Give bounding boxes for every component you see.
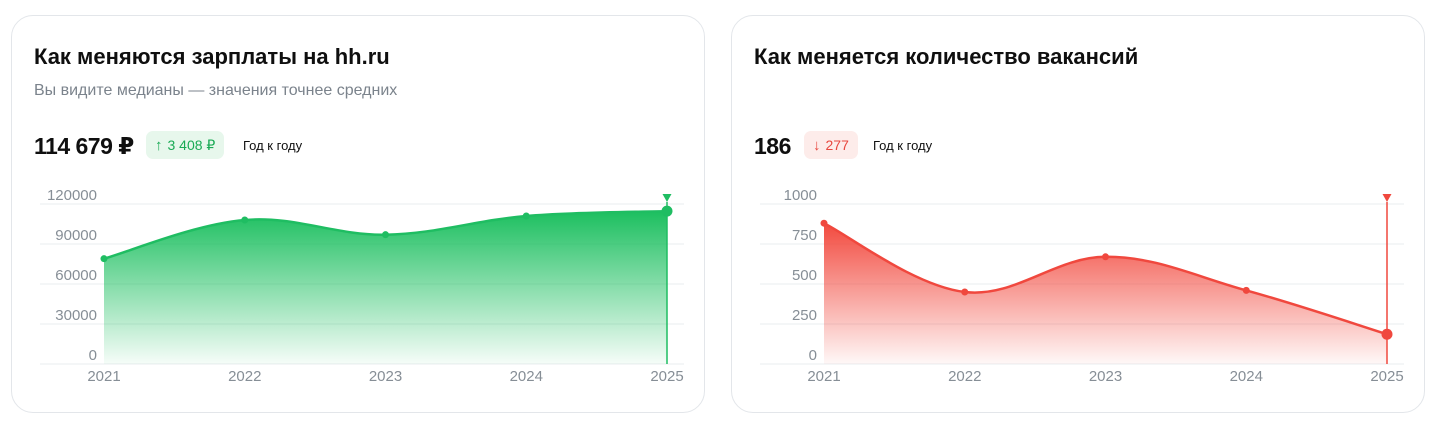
vacancies-area: [824, 223, 1387, 364]
data-point: [382, 231, 389, 239]
vacancies-x-ticks: 2021 2022 2023 2024 2025: [807, 368, 1403, 385]
vacancies-highlight-marker: [1382, 194, 1392, 202]
arrow-up-icon: ↑: [155, 136, 163, 154]
salary-period: Год к году: [243, 138, 303, 153]
vacancies-change-value: 277: [825, 137, 849, 153]
salary-subtitle: Вы видите медианы — значения точнее сред…: [34, 82, 398, 99]
y-tick-label: 120000: [47, 187, 97, 204]
vacancies-points: [820, 219, 1393, 340]
x-tick-label: 2025: [1370, 368, 1403, 385]
y-tick-label: 60000: [55, 267, 97, 284]
x-tick-label: 2024: [1230, 368, 1263, 385]
vacancies-chart: 0 250 500 750 1000 2021 2022 2023 2024 2025: [760, 187, 1404, 385]
salary-card: Как меняются зарплаты на hh.ru Вы видите…: [11, 15, 705, 413]
data-point: [1242, 286, 1250, 294]
y-tick-label: 750: [792, 227, 817, 244]
x-tick-label: 2022: [948, 368, 981, 385]
x-tick-label: 2023: [369, 368, 402, 385]
salary-change-value: 3 408 ₽: [167, 136, 216, 153]
salary-area: [104, 211, 667, 364]
data-point: [100, 255, 108, 263]
vacancies-period: Год к году: [873, 138, 933, 153]
data-point: [961, 288, 969, 296]
salary-y-ticks: 0 30000 60000 90000 120000: [47, 187, 97, 364]
data-point: [820, 219, 828, 227]
y-tick-label: 1000: [784, 187, 817, 204]
data-point: [1102, 253, 1109, 261]
data-point: [522, 212, 530, 220]
salary-points: [100, 205, 673, 263]
salary-highlight-marker: [662, 194, 672, 202]
y-tick-label: 500: [792, 267, 817, 284]
y-tick-label: 250: [792, 307, 817, 324]
x-tick-label: 2025: [650, 368, 683, 385]
vacancies-y-ticks: 0 250 500 750 1000: [784, 187, 817, 364]
y-tick-label: 30000: [55, 307, 97, 324]
arrow-down-icon: ↓: [813, 136, 821, 154]
y-tick-label: 0: [89, 347, 97, 364]
salary-value: 114 679 ₽: [34, 133, 134, 159]
vacancies-change-badge: ↓ 277: [804, 131, 858, 159]
data-point-highlighted: [1381, 328, 1393, 340]
salary-title: Как меняются зарплаты на hh.ru: [34, 44, 390, 69]
x-tick-label: 2021: [87, 368, 120, 385]
data-point-highlighted: [661, 205, 673, 217]
x-tick-label: 2021: [807, 368, 840, 385]
salary-x-ticks: 2021 2022 2023 2024 2025: [87, 368, 683, 385]
x-tick-label: 2022: [228, 368, 261, 385]
y-tick-label: 90000: [55, 227, 97, 244]
y-tick-label: 0: [809, 347, 817, 364]
salary-change-badge: ↑ 3 408 ₽: [146, 131, 225, 159]
vacancies-title: Как меняется количество вакансий: [754, 44, 1139, 69]
x-tick-label: 2024: [510, 368, 543, 385]
vacancies-card: Как меняется количество вакансий 186 ↓ 2…: [731, 15, 1425, 413]
vacancies-value: 186: [754, 133, 791, 159]
x-tick-label: 2023: [1089, 368, 1122, 385]
data-point: [241, 216, 249, 224]
